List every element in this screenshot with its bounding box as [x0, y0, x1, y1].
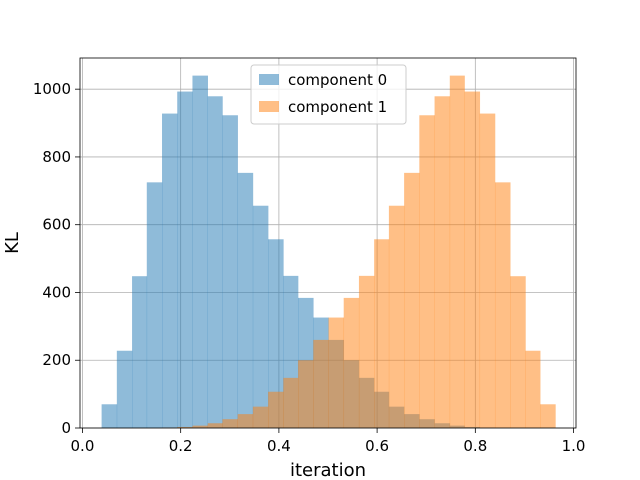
histogram-bar [343, 297, 360, 428]
y-tick-label: 400 [42, 283, 71, 301]
histogram-bar [252, 205, 269, 428]
histogram-bar [268, 391, 284, 428]
histogram-bar [374, 239, 390, 428]
histogram-bar [328, 317, 345, 428]
x-tick-label: 0.0 [71, 437, 95, 455]
histogram-bar [313, 339, 329, 428]
histogram-bar [283, 377, 299, 428]
histogram-bar [449, 75, 465, 428]
x-tick-label: 0.4 [267, 437, 291, 455]
axis-ticks: 0.0 0.2 0.4 0.6 0.8 1.0 0 200 400 600 800 1000 [33, 80, 586, 455]
histogram-bar [222, 115, 238, 428]
histogram-bar [388, 205, 405, 428]
y-tick-label: 600 [42, 216, 71, 234]
y-axis-label: KL [2, 232, 23, 254]
histogram-bar [494, 182, 511, 428]
histogram-bar [525, 350, 541, 428]
x-axis-label: iteration [290, 460, 366, 480]
histogram-bars [101, 75, 556, 429]
histogram-bar [268, 239, 284, 428]
y-tick-label: 200 [42, 351, 71, 369]
x-tick-label: 0.2 [169, 437, 193, 455]
y-tick-label: 0 [61, 419, 71, 437]
legend-label-component-0: component 0 [288, 71, 387, 89]
legend-swatch-component-1 [259, 101, 279, 112]
y-tick-label: 1000 [33, 80, 71, 98]
legend-swatch-component-0 [259, 74, 279, 85]
y-tick-label: 800 [42, 148, 71, 166]
histogram-bar [404, 172, 420, 428]
histogram-bar [207, 423, 223, 428]
histogram-bar [479, 113, 496, 429]
series-1-bars [162, 75, 556, 429]
x-tick-label: 1.0 [562, 437, 586, 455]
histogram-bar [419, 115, 435, 428]
histogram-bar [177, 426, 193, 428]
legend-label-component-1: component 1 [288, 98, 387, 116]
histogram-bar [192, 425, 208, 428]
histogram-bar [192, 75, 208, 428]
x-tick-label: 0.8 [463, 437, 487, 455]
histogram-bar [540, 404, 556, 428]
legend-box [250, 64, 407, 125]
histogram-bar [101, 404, 118, 428]
histogram-bar [162, 113, 178, 429]
histogram-bar [116, 350, 133, 428]
histogram-bar [237, 414, 254, 428]
histogram-bar [146, 182, 163, 428]
plot-frame [79, 57, 577, 429]
histogram-bar [177, 91, 193, 429]
histogram-bar [434, 96, 451, 429]
histogram-bar [510, 276, 526, 428]
histogram-bar [298, 360, 314, 428]
legend: component 0 component 1 [250, 64, 407, 125]
histogram-bar [237, 172, 254, 428]
histogram-bar [222, 419, 238, 428]
histogram-bar [132, 276, 148, 428]
histogram-bar [358, 275, 375, 428]
histogram-bar [252, 406, 269, 428]
histogram-bar [207, 96, 223, 429]
histogram-bar [464, 91, 481, 429]
x-tick-label: 0.6 [365, 437, 389, 455]
